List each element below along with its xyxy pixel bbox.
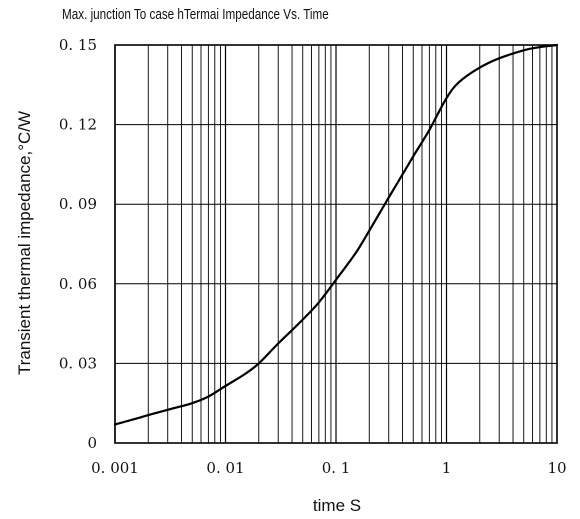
y-axis-label: Transient thermal impedance,°C/W bbox=[15, 111, 34, 375]
series-line bbox=[113, 43, 559, 426]
y-tick-label: 0. 06 bbox=[59, 275, 97, 293]
y-tick-label: 0. 12 bbox=[59, 116, 97, 134]
x-tick-label: 0. 1 bbox=[322, 459, 351, 477]
y-tick-label: 0. 15 bbox=[59, 36, 97, 54]
x-tick-label: 0. 001 bbox=[91, 459, 139, 477]
tick-labels: 0 0. 03 0. 06 0. 09 0. 12 0. 15 0. 001 0. 01 0. … bbox=[59, 36, 567, 477]
y-tick-label: 0. 03 bbox=[59, 354, 97, 372]
y-tick-label: 0. 09 bbox=[59, 195, 97, 213]
x-tick-label: 0. 01 bbox=[206, 459, 244, 477]
x-tick-label: 1 bbox=[442, 459, 452, 477]
series-group bbox=[113, 43, 559, 426]
y-tick-label: 0 bbox=[87, 434, 97, 452]
x-tick-label: 10 bbox=[547, 459, 566, 477]
x-axis-label: time S bbox=[313, 496, 361, 515]
plot-frame bbox=[114, 44, 558, 444]
chart-title: Max. junction To case hTermai Impedance … bbox=[62, 6, 329, 23]
